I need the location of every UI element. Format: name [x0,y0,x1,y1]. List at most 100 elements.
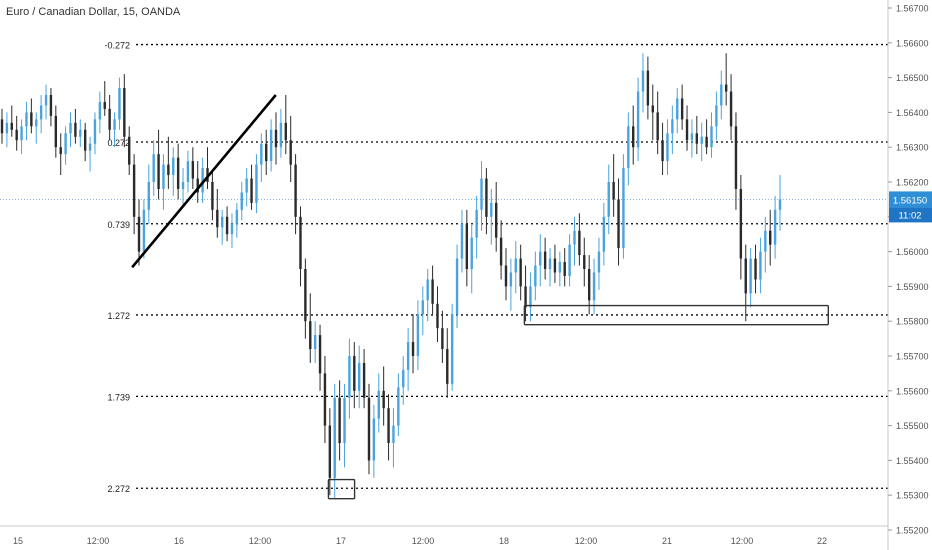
y-tick-label: 1.55500 [896,421,929,431]
candle-body [318,335,322,374]
candle-body [93,119,97,144]
candle-body [132,164,136,217]
candle-body [695,133,699,144]
candle-body [44,95,48,106]
current-price-tag [889,191,932,208]
y-tick-label: 1.55600 [896,386,929,396]
candle-body [113,119,116,130]
fib-level-label: 2.272 [107,484,130,494]
candle-body [671,119,674,134]
candle-body [64,133,67,155]
trend-line [131,94,277,269]
candle-body [578,230,581,256]
x-tick-label: 22 [817,536,827,546]
candle-body [333,397,336,478]
candle-body [524,286,527,308]
candle-body [573,230,576,245]
candle-body [367,397,371,461]
candle-body [235,209,239,224]
candle-body [353,356,356,391]
candle-body [191,161,195,179]
x-tick-label: 15 [13,536,23,546]
candle-body [587,269,591,301]
candle-body [749,258,752,294]
candle-body [450,314,454,384]
candle-body [421,300,425,315]
candle-body [309,321,312,350]
candle-body [118,88,121,120]
candle-body [627,126,630,169]
x-tick-label: 12:00 [412,536,435,546]
candle-body [123,88,126,137]
candle-body [181,182,185,189]
candle-body [504,265,508,287]
candle-body [128,136,131,165]
candle-body [558,262,562,273]
candle-body [592,272,596,301]
candle-body [769,230,772,245]
candle-body [700,136,703,144]
candle-body [147,182,150,210]
candle-body [59,147,62,155]
candle-body [568,244,571,276]
fib-level-label: 0.272 [107,138,130,148]
candle-body [392,425,395,443]
y-tick-label: 1.56400 [896,108,929,118]
x-tick-label: 18 [499,536,509,546]
x-tick-label: 16 [174,536,184,546]
candle-body [446,349,449,384]
candle-body [372,418,376,461]
candle-body [377,390,380,419]
candle-body [411,342,415,356]
candle-body [519,258,522,287]
candle-body [622,168,625,249]
candle-body [167,164,170,176]
candle-body [553,258,557,273]
y-tick-label: 1.55700 [896,352,929,362]
candle-body [108,108,111,130]
candle-body [715,105,718,127]
candle-body [597,251,601,273]
candle-body [661,140,664,162]
fib-level-label: -0.272 [104,41,130,51]
candle-body [362,362,366,398]
candle-body [651,105,654,113]
candle-body [612,182,615,200]
candle-body [426,279,429,301]
x-tick-label: 12:00 [575,536,598,546]
candle-body [274,129,278,148]
candle-body [406,342,410,370]
candle-body [328,425,332,478]
y-tick-label: 1.55900 [896,282,929,292]
candle-body [666,133,669,162]
candle-body [74,122,77,137]
candle-body [230,223,234,235]
candle-body [289,140,292,165]
candle-body [470,237,473,269]
candle-body [485,178,488,217]
candle-body [201,168,204,193]
candle-body [617,199,620,249]
candle-body [20,126,23,141]
candle-body [240,192,243,210]
candle-body [543,251,547,269]
candle-body [759,251,762,280]
candle-body [250,178,253,203]
candle-body [729,91,733,127]
candle-body [69,122,72,134]
candle-body [88,143,92,151]
drawings[interactable] [131,94,830,500]
candle-body [455,258,459,315]
candle-body [778,199,782,210]
candle-body [563,262,566,276]
candle-body [676,98,679,120]
candle-body [323,373,327,426]
candle-body [641,70,645,92]
candle-body [548,258,552,269]
candle-body [607,182,610,217]
candle-body [35,119,38,127]
candle-body [460,223,464,259]
candle-body [260,143,263,165]
